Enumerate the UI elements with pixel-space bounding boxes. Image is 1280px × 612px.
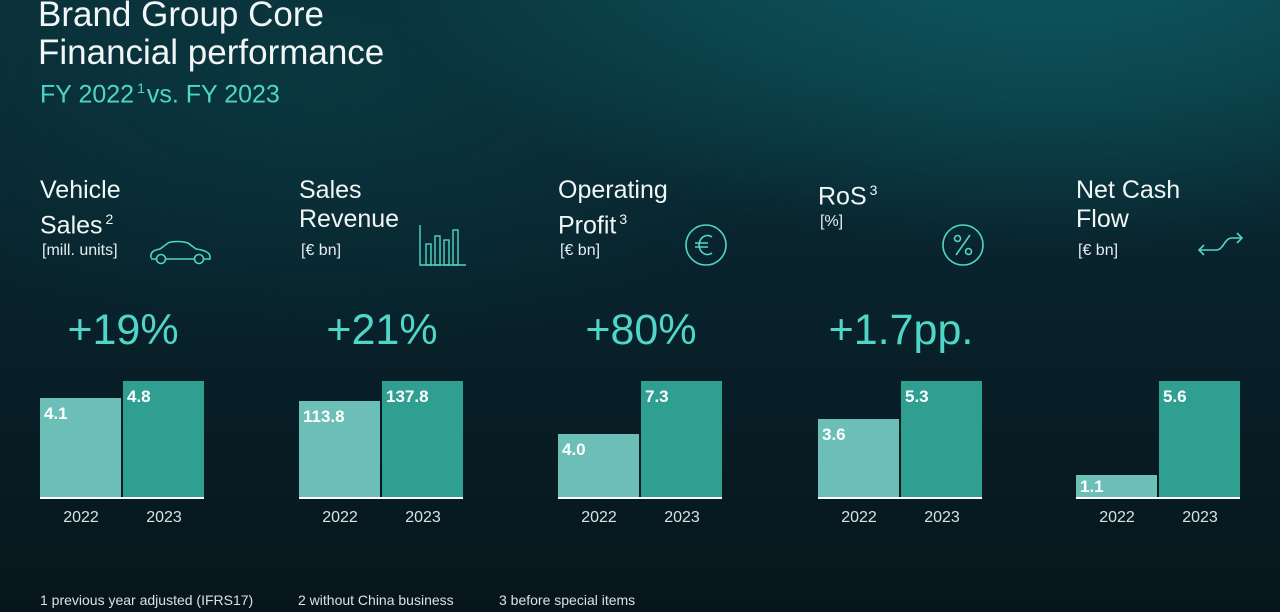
year-label: 2023 <box>924 509 960 526</box>
kpi-unit: [%] <box>820 213 844 230</box>
bar-value-label: 4.0 <box>562 440 586 459</box>
chart-baseline <box>40 497 204 499</box>
kpi-change: +19% <box>67 306 179 354</box>
year-label: 2022 <box>322 509 358 526</box>
kpi-net-cash-flow: Net Cash Flow [€ bn] 1.1 2022 5.6 2023 <box>1076 176 1280 536</box>
year-label: 2022 <box>841 509 877 526</box>
bar-2022: 4.1 <box>40 398 121 498</box>
footnote-3: 3 before special items <box>499 592 636 608</box>
percent-icon <box>941 223 985 272</box>
kpi-change: +21% <box>326 306 438 354</box>
kpi-title-line: Net Cash <box>1076 176 1181 204</box>
bar-2023: 7.3 <box>641 381 722 498</box>
kpi-unit: [mill. units] <box>42 242 118 259</box>
bar-value-label: 5.3 <box>905 387 929 406</box>
year-label: 2023 <box>664 509 700 526</box>
footnote-1: 1 previous year adjusted (IFRS17) <box>40 592 254 608</box>
kpi-title-line: Sales 2 <box>40 211 114 240</box>
bar-value-label: 137.8 <box>386 387 429 406</box>
bar-value-label: 3.6 <box>822 425 846 444</box>
bar-value-label: 4.1 <box>44 404 68 423</box>
kpi-title: Net Cash Flow <box>1076 176 1280 234</box>
year-label: 2022 <box>63 509 99 526</box>
kpi-title-line: Flow <box>1076 205 1129 233</box>
subtitle-prefix: FY 2022 <box>40 80 135 109</box>
kpi-title-line: Revenue <box>299 205 400 233</box>
kpi-title: Vehicle Sales 2 <box>40 176 280 240</box>
kpi-sales-revenue: Sales Revenue [€ bn] +21% 113.8 2022 137.8 2023 <box>299 176 539 536</box>
bar-2023: 137.8 <box>382 381 463 498</box>
car-icon <box>148 238 212 271</box>
footnote-2: 2 without China business <box>298 592 454 608</box>
footnote-marker: 3 <box>869 182 878 198</box>
bar-value-label: 1.1 <box>1080 477 1104 496</box>
kpi-title-line: Sales <box>299 176 362 204</box>
year-label: 2022 <box>1099 509 1135 526</box>
euro-icon <box>684 223 728 272</box>
subtitle-footnote-marker: 1 <box>137 80 145 96</box>
title-line-1: Brand Group Core <box>38 0 324 34</box>
year-label: 2023 <box>1182 509 1218 526</box>
kpi-operating-profit: Operating Profit 3 [€ bn] +80% 4.0 2022 7.3 2023 <box>558 176 798 536</box>
kpi-unit: [€ bn] <box>560 242 601 259</box>
kpi-change: +1.7pp. <box>828 306 974 354</box>
kpi-title-line: Operating <box>558 176 668 204</box>
bar-chart-icon <box>419 224 467 271</box>
kpi-title-line: Vehicle <box>40 176 121 204</box>
exchange-arrows-icon <box>1196 230 1244 263</box>
bar-value-label: 5.6 <box>1163 387 1187 406</box>
kpi-title: RoS 3 <box>818 176 1058 211</box>
bar-2022: 1.1 <box>1076 475 1157 498</box>
chart-baseline <box>299 497 463 499</box>
year-label: 2023 <box>405 509 441 526</box>
kpi-ros: RoS 3 [%] +1.7pp. 3.6 2022 5.3 2023 <box>818 176 1058 536</box>
kpi-vehicle-sales: Vehicle Sales 2 [mill. units] +19% 4.1 2022 4.8… <box>40 176 280 536</box>
kpi-unit: [€ bn] <box>1078 242 1119 259</box>
title-line-2: Financial performance <box>38 33 385 72</box>
bar-2023: 4.8 <box>123 381 204 498</box>
bar-2022: 4.0 <box>558 434 639 498</box>
bar-2023: 5.3 <box>901 381 982 498</box>
footnote-marker: 2 <box>105 211 114 227</box>
page-title: Brand Group Core Financial performance <box>38 0 384 72</box>
kpi-title-line: Profit 3 <box>558 211 628 240</box>
subtitle-suffix: vs. FY 2023 <box>146 80 280 109</box>
kpi-unit: [€ bn] <box>301 242 342 259</box>
bar-value-label: 113.8 <box>303 407 345 426</box>
footnote-marker: 3 <box>619 211 628 227</box>
bar-2022: 113.8 <box>299 401 380 498</box>
bar-2023: 5.6 <box>1159 381 1240 498</box>
kpi-title-line: RoS 3 <box>818 182 878 211</box>
chart-baseline <box>818 497 982 499</box>
subtitle: FY 2022 1vs. FY 2023 <box>40 80 280 109</box>
bar-value-label: 7.3 <box>645 387 669 406</box>
bar-value-label: 4.8 <box>127 387 151 406</box>
year-label: 2022 <box>581 509 617 526</box>
year-label: 2023 <box>146 509 182 526</box>
kpi-title: Operating Profit 3 <box>558 176 798 240</box>
kpi-change: +80% <box>585 306 697 354</box>
kpi-title: Sales Revenue <box>299 176 539 234</box>
chart-baseline <box>1076 497 1240 499</box>
bar-2022: 3.6 <box>818 419 899 498</box>
chart-baseline <box>558 497 722 499</box>
